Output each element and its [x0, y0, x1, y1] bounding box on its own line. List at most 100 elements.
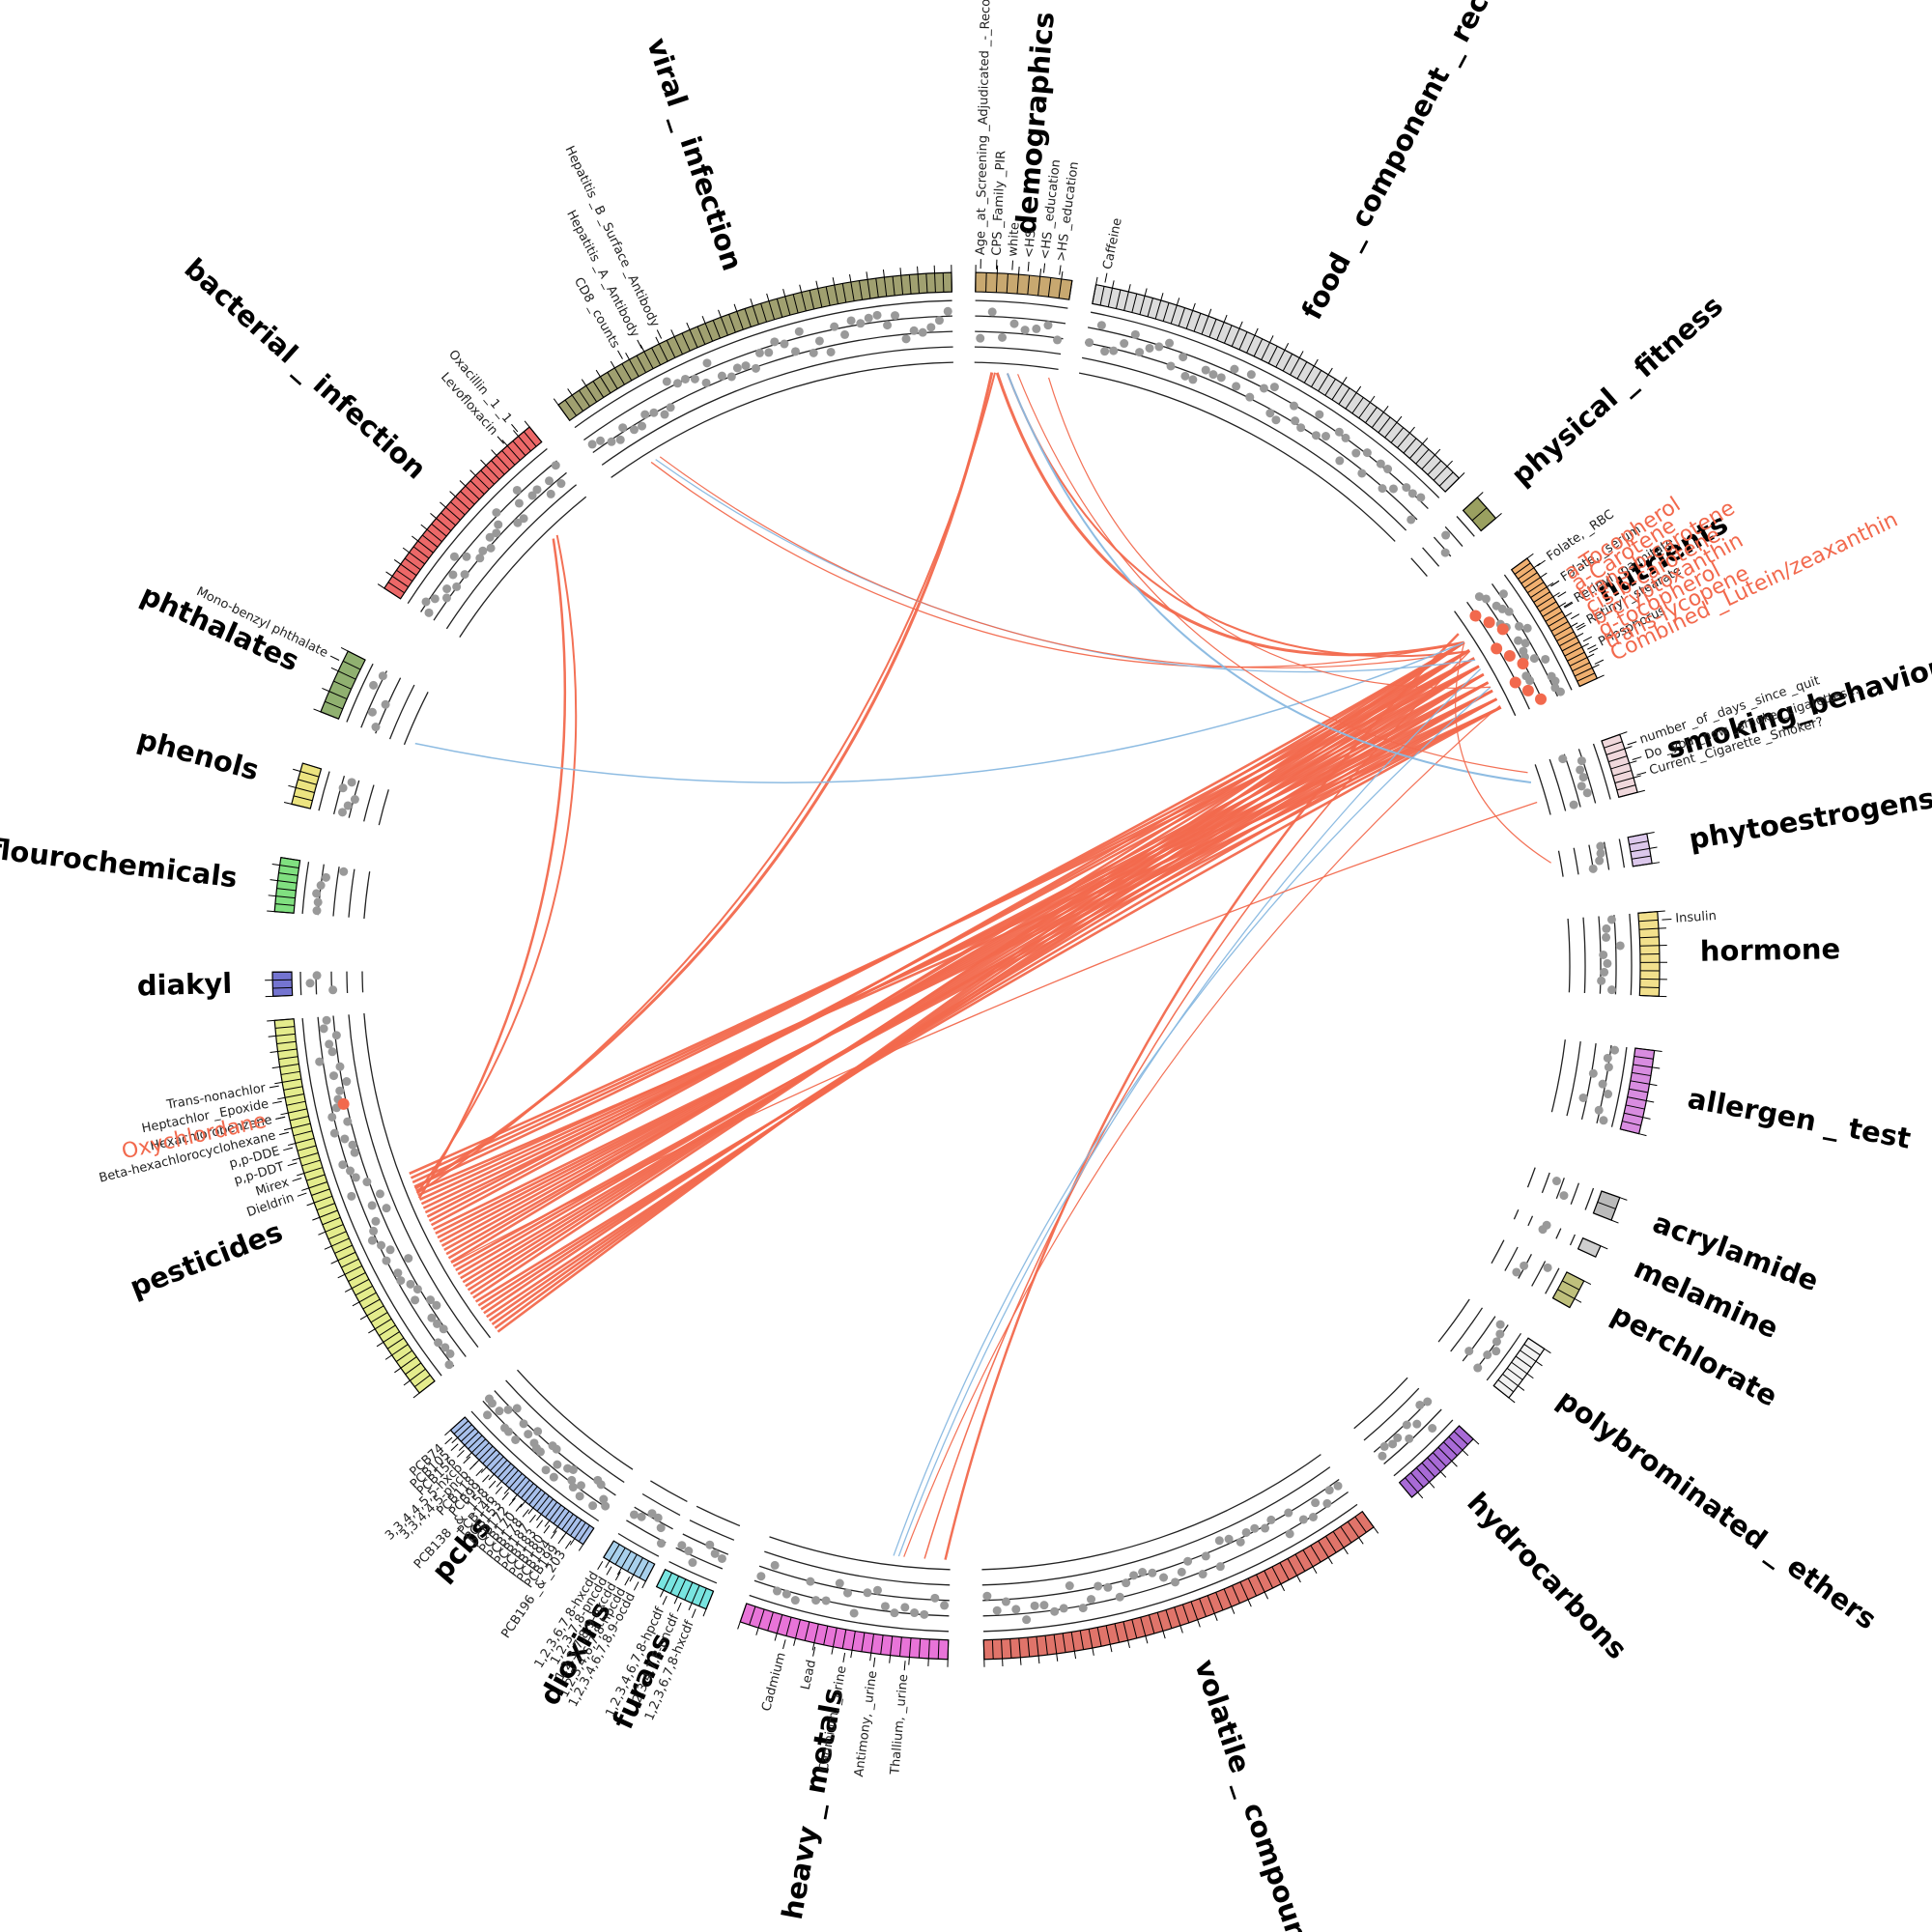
- variable-label: Caffeine: [1100, 217, 1124, 271]
- segment-phenols: [283, 762, 323, 810]
- track-rings-12: [1353, 1377, 1454, 1477]
- dot: [1495, 1329, 1505, 1339]
- dot: [1473, 1363, 1483, 1373]
- track-rings-23: [407, 447, 587, 638]
- dot: [662, 377, 671, 386]
- dot: [519, 514, 528, 524]
- dot: [452, 582, 462, 591]
- dot: [656, 1539, 666, 1548]
- dot: [1383, 465, 1393, 474]
- dot: [1208, 370, 1218, 380]
- dot: [1522, 623, 1532, 633]
- dot: [1406, 515, 1416, 525]
- dot: [362, 1178, 372, 1187]
- dot: [1291, 416, 1300, 426]
- dot: [1341, 433, 1350, 442]
- dot: [1599, 1116, 1608, 1125]
- dot: [371, 723, 381, 732]
- dot: [329, 1128, 339, 1138]
- track-rings-16: [617, 1480, 688, 1557]
- dot: [439, 1324, 448, 1334]
- dot: [1224, 1534, 1234, 1544]
- dot: [909, 326, 919, 335]
- link: [433, 706, 1502, 1231]
- dot: [1241, 1527, 1251, 1537]
- dot: [519, 1419, 528, 1429]
- dot: [1032, 324, 1041, 333]
- dot: [1246, 370, 1256, 380]
- dot: [588, 1501, 598, 1511]
- link: [903, 704, 1501, 1557]
- dot: [1020, 326, 1030, 335]
- dot: [434, 1338, 443, 1348]
- segment-perchlorate: [1551, 1271, 1592, 1309]
- variable-label: Insulin: [1675, 909, 1717, 926]
- dot: [1497, 604, 1507, 613]
- dot: [1578, 773, 1588, 782]
- dot: [1604, 1063, 1613, 1072]
- link: [995, 372, 1465, 657]
- dot: [1179, 353, 1188, 362]
- dot: [1290, 401, 1299, 411]
- link: [451, 801, 1538, 1264]
- dot: [1483, 1350, 1492, 1360]
- dot: [486, 543, 496, 553]
- dot: [1551, 1177, 1561, 1186]
- dot: [343, 1117, 353, 1126]
- dot: [1428, 1423, 1437, 1433]
- dot: [1504, 607, 1514, 616]
- dot: [1265, 409, 1275, 418]
- dot: [541, 1465, 551, 1475]
- dot: [637, 1512, 646, 1521]
- link: [480, 689, 1493, 1311]
- dot: [1379, 1441, 1389, 1451]
- dot: [427, 1313, 437, 1322]
- dot: [618, 423, 628, 433]
- dot: [1393, 1433, 1403, 1442]
- dot: [1236, 1537, 1245, 1547]
- segment-melamine: [1577, 1236, 1608, 1258]
- dot: [485, 532, 495, 542]
- dot: [1022, 1615, 1032, 1625]
- dot: [377, 1240, 386, 1250]
- dot: [1440, 548, 1450, 557]
- highlight-dot: [1509, 676, 1521, 689]
- dot: [863, 1588, 872, 1598]
- dot: [1577, 781, 1586, 791]
- dot: [1376, 459, 1385, 469]
- dot: [1165, 338, 1175, 348]
- link: [1006, 373, 1532, 783]
- dot: [442, 584, 452, 594]
- segment-physical-fitness: [1462, 492, 1502, 532]
- dot: [1215, 1562, 1225, 1572]
- dot: [337, 808, 347, 817]
- dot: [1599, 950, 1608, 959]
- dot: [1059, 1604, 1068, 1613]
- dot: [424, 608, 434, 617]
- dot: [910, 1608, 920, 1618]
- dot: [1388, 1439, 1398, 1449]
- variable-label: Thallium, _urine: [888, 1674, 911, 1776]
- dot: [1216, 373, 1226, 383]
- dot: [382, 1256, 391, 1265]
- dot: [1481, 594, 1491, 604]
- dot: [701, 378, 711, 387]
- dot: [754, 348, 764, 357]
- track-rings-5: [1557, 838, 1626, 877]
- link: [415, 706, 1502, 1193]
- dot: [1180, 371, 1190, 381]
- dot: [512, 1404, 522, 1413]
- dot: [350, 795, 359, 805]
- variable-label: Age _at _Screening _Adjudicated _-_Recod…: [974, 0, 994, 255]
- dot: [1415, 1400, 1425, 1409]
- dot: [1201, 365, 1210, 375]
- dot: [1085, 338, 1094, 348]
- dot: [381, 699, 390, 709]
- dot: [1550, 676, 1560, 686]
- segment-demographics: [975, 265, 1073, 300]
- dot: [1334, 427, 1344, 437]
- dot: [460, 570, 469, 580]
- dot: [369, 1226, 379, 1236]
- variable-label: CPS _Family _PIR: [990, 150, 1009, 256]
- link: [452, 706, 1502, 1267]
